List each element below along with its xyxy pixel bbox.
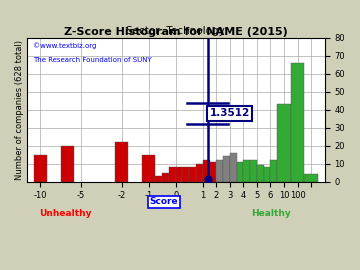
Bar (169, 167, 176, 181)
Text: The Research Foundation of SUNY: The Research Foundation of SUNY (33, 56, 152, 63)
Bar (223, 156, 230, 181)
Bar (162, 173, 169, 181)
Bar (277, 104, 291, 181)
Bar (243, 160, 250, 181)
Bar (291, 63, 304, 181)
Bar (264, 167, 270, 181)
Bar (189, 167, 196, 181)
Bar (156, 176, 162, 181)
Text: Healthy: Healthy (251, 209, 291, 218)
Bar (142, 154, 156, 181)
Bar (230, 153, 237, 181)
Bar (257, 165, 264, 181)
Bar (60, 146, 74, 181)
Text: Score: Score (149, 197, 178, 207)
Bar (250, 160, 257, 181)
Bar (33, 154, 47, 181)
Bar (196, 164, 203, 181)
Bar (176, 167, 183, 181)
Bar (270, 160, 277, 181)
Bar (183, 167, 189, 181)
Text: 1.3512: 1.3512 (210, 108, 250, 118)
Text: ©www.textbiz.org: ©www.textbiz.org (33, 42, 96, 49)
Text: Unhealthy: Unhealthy (39, 209, 92, 218)
Title: Z-Score Histogram for NAME (2015): Z-Score Histogram for NAME (2015) (64, 27, 288, 37)
Bar (216, 160, 223, 181)
Bar (115, 142, 128, 181)
Text: Sector: Technology: Sector: Technology (126, 26, 225, 36)
Bar (304, 174, 318, 181)
Y-axis label: Number of companies (628 total): Number of companies (628 total) (15, 40, 24, 180)
Bar (210, 162, 216, 181)
Bar (237, 162, 243, 181)
Bar (203, 160, 210, 181)
